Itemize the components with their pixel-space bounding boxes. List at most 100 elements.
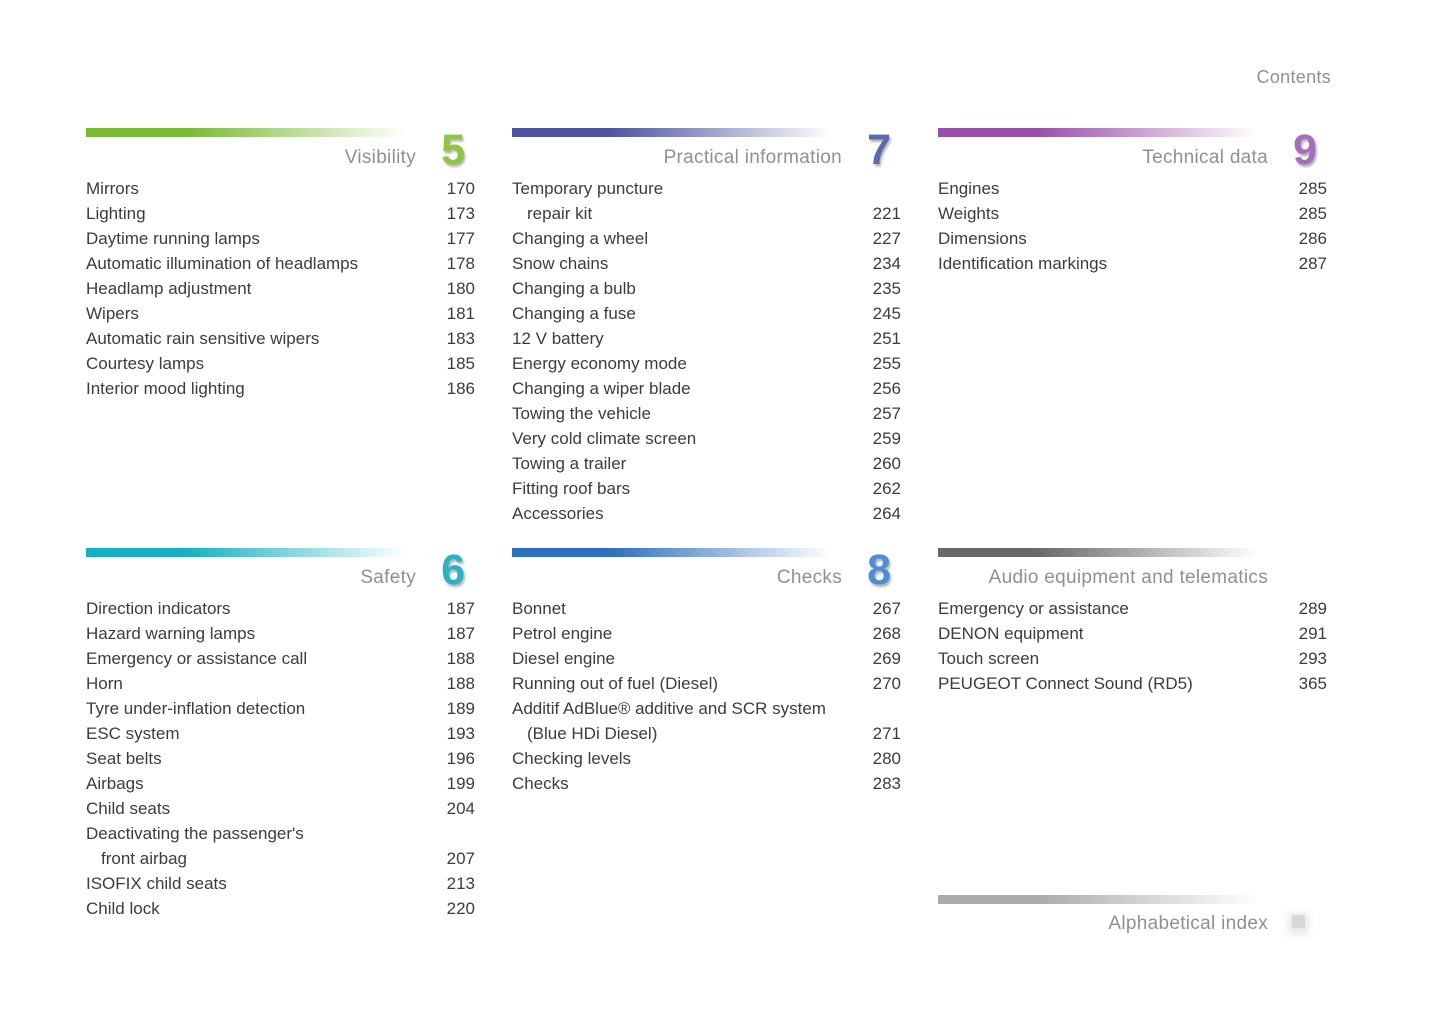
toc-item: DENON equipment 291: [938, 621, 1327, 646]
toc-item-page: 269: [872, 649, 901, 668]
section-number: 7: [867, 126, 891, 174]
toc-item-label: Child seats: [86, 796, 439, 821]
toc-item-page: 268: [872, 624, 901, 643]
toc-item-label: Changing a bulb: [512, 276, 865, 301]
toc-item-label-line: Diesel engine: [512, 649, 616, 668]
toc-item-label-line: Direction indicators: [86, 599, 231, 618]
toc-item-label: Running out of fuel (Diesel): [512, 671, 865, 696]
toc-item-label: Mirrors: [86, 176, 439, 201]
toc-item: Changing a fuse 245: [512, 301, 901, 326]
toc-item-label: PEUGEOT Connect Sound (RD5): [938, 671, 1291, 696]
section-audio-equipment-and-telematics: Audio equipment and telematics Emergency…: [938, 548, 1327, 696]
toc-item-label-line: Additif AdBlue® additive and SCR system: [512, 699, 826, 718]
toc-item-page: 220: [446, 899, 475, 918]
section-practical-information: Practical information 7 Temporary punctu…: [512, 128, 901, 526]
toc-item-label: Diesel engine: [512, 646, 865, 671]
section-items: Temporary puncture repair kit 221 Changing …: [512, 176, 901, 526]
section-items: Bonnet 267 Petrol engine 268 Diesel engine 26…: [512, 596, 901, 796]
toc-item-label-line: Towing the vehicle: [512, 404, 651, 423]
toc-item: ESC system 193: [86, 721, 475, 746]
toc-item: Automatic rain sensitive wipers 183: [86, 326, 475, 351]
toc-item-page: 291: [1298, 624, 1327, 643]
toc-item: Hazard warning lamps 187: [86, 621, 475, 646]
section-number: 5: [441, 126, 465, 174]
toc-item-page: 285: [1298, 204, 1327, 223]
toc-item: Horn 188: [86, 671, 475, 696]
toc-item-label: Emergency or assistance: [938, 596, 1291, 621]
toc-item-label-line: Touch screen: [938, 649, 1040, 668]
toc-item-page: 227: [872, 229, 901, 248]
toc-item: Weights 285: [938, 201, 1327, 226]
section-gradient-bar: [86, 548, 416, 557]
toc-item-label-line: Towing a trailer: [512, 454, 627, 473]
section-gradient-bar: [938, 128, 1268, 137]
toc-item: Touch screen 293: [938, 646, 1327, 671]
toc-item-label: Snow chains: [512, 251, 865, 276]
toc-item-page: 213: [446, 874, 475, 893]
toc-item-page: 262: [872, 479, 901, 498]
toc-item: Courtesy lamps 185: [86, 351, 475, 376]
toc-item-label-line: Engines: [938, 179, 1000, 198]
toc-item-label: Emergency or assistance call: [86, 646, 439, 671]
toc-item-label: Changing a fuse: [512, 301, 865, 326]
toc-item-label: Weights: [938, 201, 1291, 226]
toc-item-label: Seat belts: [86, 746, 439, 771]
toc-item-page: 235: [872, 279, 901, 298]
section-number: 8: [867, 546, 891, 594]
toc-item-label-line: Wipers: [86, 304, 139, 323]
toc-item-label: Very cold climate screen: [512, 426, 865, 451]
toc-item-page: 173: [446, 204, 475, 223]
toc-item-page: 178: [446, 254, 475, 273]
toc-item-label-line: Child lock: [86, 899, 160, 918]
toc-item-label: Towing the vehicle: [512, 401, 865, 426]
section-number: 9: [1293, 126, 1317, 174]
toc-item-page: 193: [446, 724, 475, 743]
toc-item-label: ISOFIX child seats: [86, 871, 439, 896]
toc-item-label: Changing a wheel: [512, 226, 865, 251]
toc-item-label-line: repair kit: [527, 204, 593, 223]
toc-item-label-line: 12 V battery: [512, 329, 604, 348]
toc-item: Temporary puncture repair kit 221: [512, 176, 901, 226]
alphabetical-index-block: Alphabetical index: [938, 895, 1327, 935]
toc-item-page: 280: [872, 749, 901, 768]
toc-item-label-line: Deactivating the passenger's: [86, 824, 304, 843]
toc-item-label: Checks: [512, 771, 865, 796]
section-gradient-bar: [938, 548, 1268, 557]
toc-item-page: 257: [872, 404, 901, 423]
toc-item-label: Interior mood lighting: [86, 376, 439, 401]
toc-item-page: 185: [446, 354, 475, 373]
toc-item: Daytime running lamps 177: [86, 226, 475, 251]
section-header: Audio equipment and telematics: [938, 557, 1327, 595]
section-title: Visibility: [344, 147, 416, 168]
toc-item: Mirrors 170: [86, 176, 475, 201]
toc-item: Wipers 181: [86, 301, 475, 326]
section-items: Emergency or assistance 289 DENON equipmen…: [938, 596, 1327, 696]
toc-item-label-line: Horn: [86, 674, 123, 693]
section-items: Engines 285 Weights 285 Dimensions 286 Identif…: [938, 176, 1327, 276]
toc-item-label: Fitting roof bars: [512, 476, 865, 501]
toc-item-page: 170: [446, 179, 475, 198]
section-title: Audio equipment and telematics: [988, 567, 1268, 588]
toc-item-label-line: Seat belts: [86, 749, 162, 768]
toc-item-page: 204: [446, 799, 475, 818]
toc-item-page: 255: [872, 354, 901, 373]
toc-item: Tyre under-inflation detection 189: [86, 696, 475, 721]
toc-item-label-line: Tyre under-inflation detection: [86, 699, 306, 718]
toc-item-page: 234: [872, 254, 901, 273]
toc-item: Emergency or assistance call 188: [86, 646, 475, 671]
toc-item-label: Tyre under-inflation detection: [86, 696, 439, 721]
toc-item-label-line: Checking levels: [512, 749, 632, 768]
toc-item-page: 188: [446, 649, 475, 668]
toc-item-label: Engines: [938, 176, 1291, 201]
toc-item-label: Identification markings: [938, 251, 1291, 276]
toc-item-label: Temporary puncture repair kit: [512, 176, 865, 226]
toc-item-label-line: Emergency or assistance: [938, 599, 1129, 618]
toc-item-label: Changing a wiper blade: [512, 376, 865, 401]
section-number: 6: [441, 546, 465, 594]
toc-item-label-line: Running out of fuel (Diesel): [512, 674, 719, 693]
toc-item: Running out of fuel (Diesel) 270: [512, 671, 901, 696]
toc-item-label: ESC system: [86, 721, 439, 746]
toc-item-label-line: Automatic rain sensitive wipers: [86, 329, 320, 348]
toc-item-label: DENON equipment: [938, 621, 1291, 646]
toc-item-label-line: (Blue HDi Diesel): [527, 724, 658, 743]
